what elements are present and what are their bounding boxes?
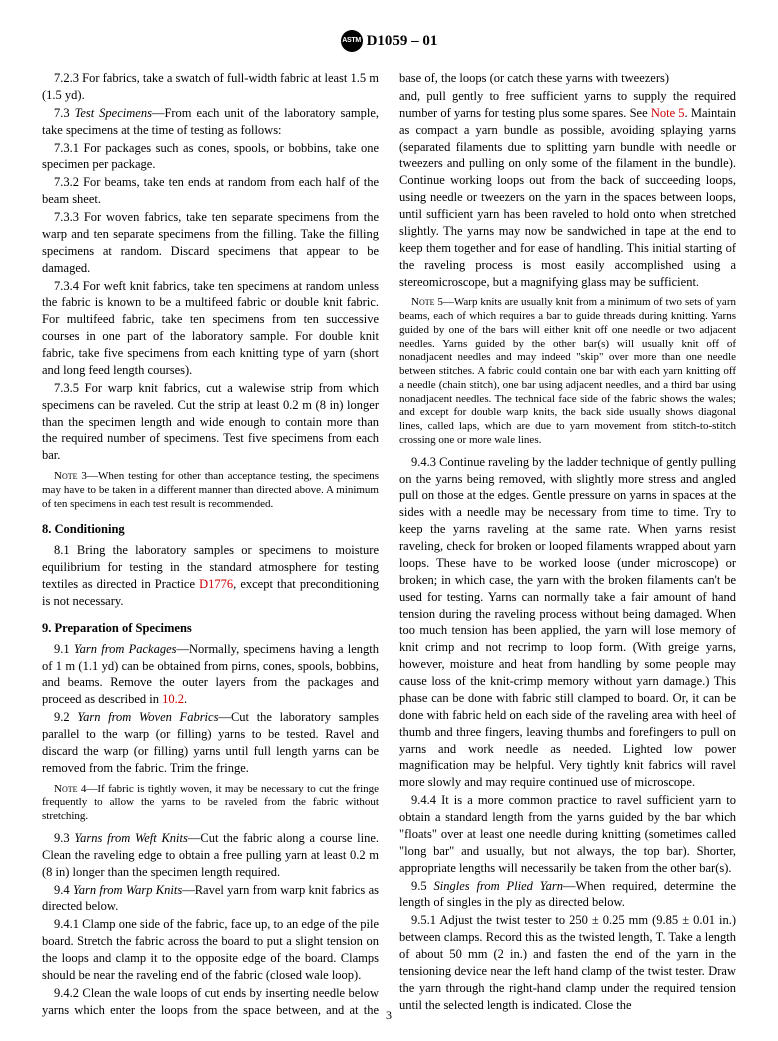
p7-2-3: 7.2.3 For fabrics, take a swatch of full…	[42, 70, 379, 104]
p7-3-1: 7.3.1 For packages such as cones, spools…	[42, 140, 379, 174]
p9-4-4: 9.4.4 It is a more common practice to ra…	[399, 792, 736, 876]
body-columns: 7.2.3 For fabrics, take a swatch of full…	[42, 70, 736, 1019]
p7-3-2: 7.3.2 For beams, take ten ends at random…	[42, 174, 379, 208]
note-4: Note 4—If fabric is tightly woven, it ma…	[42, 783, 379, 824]
p9-5-lead: 9.5	[411, 879, 434, 893]
p7-3-5: 7.3.5 For warp knit fabrics, cut a walew…	[42, 380, 379, 464]
p9-4-lead: 9.4	[54, 883, 73, 897]
astm-logo: ASTM	[341, 30, 363, 52]
link-10-2[interactable]: 10.2	[162, 692, 184, 706]
p7-3: 7.3 Test Specimens—From each unit of the…	[42, 105, 379, 139]
page-header: ASTM D1059 – 01	[42, 30, 736, 52]
p9-4-1: 9.4.1 Clamp one side of the fabric, face…	[42, 916, 379, 984]
p9-5-1: 9.5.1 Adjust the twist tester to 250 ± 0…	[399, 912, 736, 1013]
note-3: Note 3—When testing for other than accep…	[42, 470, 379, 511]
p9-1: 9.1 Yarn from Packages—Normally, specime…	[42, 641, 379, 709]
p9-3: 9.3 Yarns from Weft Knits—Cut the fabric…	[42, 830, 379, 881]
p9-1-end: .	[184, 692, 187, 706]
p7-3-3: 7.3.3 For woven fabrics, take ten separa…	[42, 209, 379, 277]
page-number: 3	[386, 1007, 392, 1023]
p9-2: 9.2 Yarn from Woven Fabrics—Cut the labo…	[42, 709, 379, 777]
p8-1: 8.1 Bring the laboratory samples or spec…	[42, 542, 379, 610]
p9-4: 9.4 Yarn from Warp Knits—Ravel yarn from…	[42, 882, 379, 916]
note4-lead: Note 4—	[54, 783, 97, 795]
designation: D1059 – 01	[367, 31, 438, 51]
p7-3-title: Test Specimens	[75, 106, 152, 120]
p9-1-title: Yarn from Packages	[74, 642, 177, 656]
p9-3-title: Yarns from Weft Knits	[74, 831, 188, 845]
p9-4-title: Yarn from Warp Knits	[73, 883, 182, 897]
p9-4-2b-b: . Maintain as compact a yarn bundle as p…	[399, 106, 736, 289]
p9-2-lead: 9.2	[54, 710, 77, 724]
link-d1776[interactable]: D1776	[199, 577, 233, 591]
p9-4-3: 9.4.3 Continue raveling by the ladder te…	[399, 454, 736, 792]
note5-lead: Note 5—	[411, 296, 454, 308]
p9-3-lead: 9.3	[54, 831, 74, 845]
p9-2-title: Yarn from Woven Fabrics	[77, 710, 218, 724]
p9-5-title: Singles from Plied Yarn	[434, 879, 563, 893]
section-8: 8. Conditioning	[42, 521, 379, 538]
p7-3-4: 7.3.4 For weft knit fabrics, take ten sp…	[42, 278, 379, 379]
link-note5[interactable]: Note 5	[651, 106, 685, 120]
note5-text: Warp knits are usually knit from a minim…	[399, 296, 736, 446]
p9-5: 9.5 Singles from Plied Yarn—When require…	[399, 878, 736, 912]
p7-3-lead: 7.3	[54, 106, 75, 120]
p9-4-2b: and, pull gently to free sufficient yarn…	[399, 88, 736, 291]
note3-lead: Note 3—	[54, 470, 98, 482]
section-9: 9. Preparation of Specimens	[42, 620, 379, 637]
p9-1-lead: 9.1	[54, 642, 74, 656]
note-5: Note 5—Warp knits are usually knit from …	[399, 296, 736, 447]
